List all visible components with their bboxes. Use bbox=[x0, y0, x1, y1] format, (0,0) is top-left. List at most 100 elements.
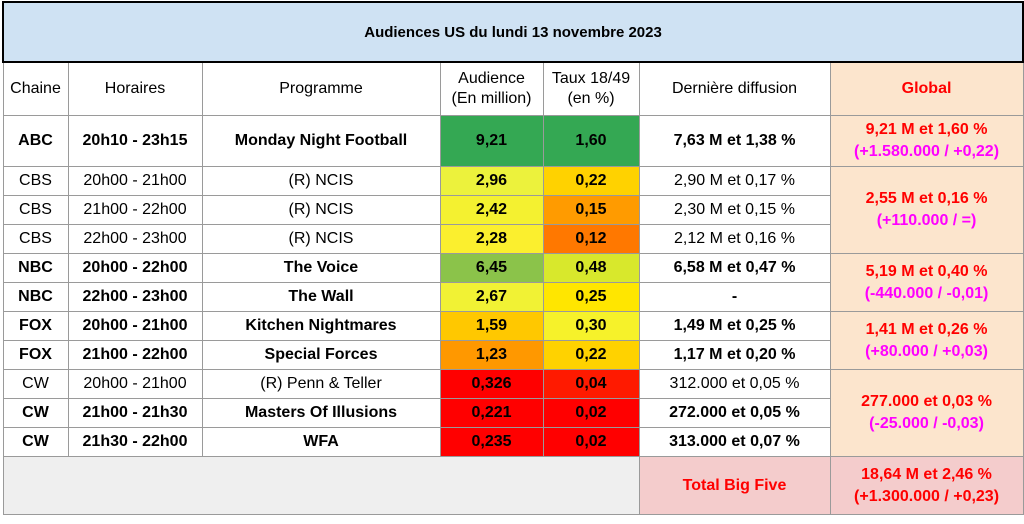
table-row: FOX 20h00 - 21h00 Kitchen Nightmares 1,5… bbox=[2, 311, 1024, 370]
cell-horaires: 20h00 - 21h00 bbox=[67, 311, 203, 341]
global-cw: 277.000 et 0,03 % (-25.000 / -0,03) bbox=[829, 369, 1024, 457]
cell-chaine: CW bbox=[2, 427, 69, 457]
cell-derniere: 312.000 et 0,05 % bbox=[638, 369, 831, 399]
cell-programme: (R) NCIS bbox=[201, 166, 441, 196]
cell-horaires: 21h00 - 22h00 bbox=[67, 195, 203, 225]
cell-taux: 0,22 bbox=[542, 340, 640, 370]
table-row: FOX 21h00 - 22h00 Special Forces 1,23 0,… bbox=[2, 340, 1023, 370]
cell-chaine: FOX bbox=[2, 340, 69, 370]
cell-chaine: NBC bbox=[2, 253, 69, 283]
total-sub: (+1.300.000 / +0,23) bbox=[854, 487, 1000, 505]
cell-chaine: CBS bbox=[2, 195, 69, 225]
cell-derniere: 313.000 et 0,07 % bbox=[638, 427, 831, 457]
table-row: CW 20h00 - 21h00 (R) Penn & Teller 0,326… bbox=[2, 369, 1024, 457]
cell-audience: 1,23 bbox=[439, 340, 544, 370]
cell-taux: 0,30 bbox=[542, 311, 640, 341]
table-row: ABC 20h10 - 23h15 Monday Night Football … bbox=[2, 115, 1024, 167]
cell-taux: 0,04 bbox=[542, 369, 640, 399]
cell-derniere: 1,17 M et 0,20 % bbox=[638, 340, 831, 370]
cell-chaine: FOX bbox=[2, 311, 69, 341]
cell-horaires: 22h00 - 23h00 bbox=[67, 282, 203, 312]
cell-horaires: 20h00 - 22h00 bbox=[67, 253, 203, 283]
cell-programme: (R) NCIS bbox=[201, 224, 441, 254]
cell-audience: 1,59 bbox=[439, 311, 544, 341]
cell-derniere: - bbox=[638, 282, 831, 312]
cell-audience: 0,235 bbox=[439, 427, 544, 457]
cell-programme: Monday Night Football bbox=[201, 115, 441, 167]
header-global: Global bbox=[829, 61, 1024, 116]
global-fox: 1,41 M et 0,26 % (+80.000 / +0,03) bbox=[829, 311, 1024, 370]
total-main: 18,64 M et 2,46 % bbox=[861, 465, 992, 483]
cell-derniere: 6,58 M et 0,47 % bbox=[638, 253, 831, 283]
cell-audience: 2,67 bbox=[439, 282, 544, 312]
global-fox-sub: (+80.000 / +0,03) bbox=[865, 342, 988, 360]
cell-audience: 9,21 bbox=[439, 115, 544, 167]
global-fox-main: 1,41 M et 0,26 % bbox=[865, 320, 988, 338]
cell-audience: 0,326 bbox=[439, 369, 544, 399]
cell-taux: 0,48 bbox=[542, 253, 640, 283]
global-nbc-sub: (-440.000 / -0,01) bbox=[864, 284, 989, 302]
cell-derniere: 2,12 M et 0,16 % bbox=[638, 224, 831, 254]
cell-derniere: 2,30 M et 0,15 % bbox=[638, 195, 831, 225]
header-horaires: Horaires bbox=[67, 61, 203, 116]
cell-chaine: CBS bbox=[2, 166, 69, 196]
cell-programme: The Wall bbox=[201, 282, 441, 312]
cell-taux: 0,02 bbox=[542, 427, 640, 457]
global-cbs-sub: (+110.000 / =) bbox=[876, 212, 977, 229]
total-value: 18,64 M et 2,46 % (+1.300.000 / +0,23) bbox=[829, 456, 1024, 515]
cell-horaires: 21h00 - 22h00 bbox=[67, 340, 203, 370]
cell-horaires: 21h00 - 21h30 bbox=[67, 398, 203, 428]
global-nbc-main: 5,19 M et 0,40 % bbox=[865, 262, 988, 280]
cell-taux: 0,25 bbox=[542, 282, 640, 312]
global-abc-sub: (+1.580.000 / +0,22) bbox=[854, 143, 1000, 160]
cell-audience: 2,42 bbox=[439, 195, 544, 225]
cell-taux: 1,60 bbox=[542, 115, 640, 167]
cell-chaine: CBS bbox=[2, 224, 69, 254]
cell-audience: 2,28 bbox=[439, 224, 544, 254]
header-audience-line1: Audience bbox=[458, 70, 525, 87]
cell-chaine: CW bbox=[2, 369, 69, 399]
cell-horaires: 20h00 - 21h00 bbox=[67, 369, 203, 399]
header-row: Chaine Horaires Programme Audience (En mi… bbox=[2, 61, 1024, 116]
audience-table: Audiences US du lundi 13 novembre 2023 C… bbox=[1, 1, 1024, 515]
cell-audience: 2,96 bbox=[439, 166, 544, 196]
cell-audience: 6,45 bbox=[439, 253, 544, 283]
header-chaine: Chaine bbox=[2, 61, 69, 116]
cell-horaires: 20h10 - 23h15 bbox=[67, 115, 203, 167]
cell-taux: 0,22 bbox=[542, 166, 640, 196]
cell-programme: WFA bbox=[201, 427, 441, 457]
cell-derniere: 272.000 et 0,05 % bbox=[638, 398, 831, 428]
cell-programme: Special Forces bbox=[201, 340, 441, 370]
cell-chaine: CW bbox=[2, 398, 69, 428]
global-cw-main: 277.000 et 0,03 % bbox=[861, 393, 992, 410]
header-audience: Audience (En million) bbox=[439, 61, 544, 116]
table-title: Audiences US du lundi 13 novembre 2023 bbox=[1, 1, 1024, 63]
header-taux-line1: Taux 18/49 bbox=[551, 70, 631, 87]
cell-horaires: 22h00 - 23h00 bbox=[67, 224, 203, 254]
total-row: Total Big Five 18,64 M et 2,46 % (+1.300.… bbox=[2, 456, 1024, 515]
cell-programme: (R) NCIS bbox=[201, 195, 441, 225]
table-row: CW 21h30 - 22h00 WFA 0,235 0,02 313.000 … bbox=[2, 427, 1023, 457]
cell-programme: The Voice bbox=[201, 253, 441, 283]
cell-programme: Kitchen Nightmares bbox=[201, 311, 441, 341]
cell-chaine: NBC bbox=[2, 282, 69, 312]
header-programme: Programme bbox=[201, 61, 441, 116]
header-taux: Taux 18/49 (en %) bbox=[542, 61, 640, 116]
cell-taux: 0,02 bbox=[542, 398, 640, 428]
global-abc-main: 9,21 M et 1,60 % bbox=[865, 121, 988, 138]
cell-derniere: 2,90 M et 0,17 % bbox=[638, 166, 831, 196]
table-row: CBS 20h00 - 21h00 (R) NCIS 2,96 0,22 2,9… bbox=[2, 166, 1024, 254]
cell-taux: 0,15 bbox=[542, 195, 640, 225]
cell-horaires: 20h00 - 21h00 bbox=[67, 166, 203, 196]
table-row: NBC 20h00 - 22h00 The Voice 6,45 0,48 6,… bbox=[2, 253, 1024, 312]
global-cw-sub: (-25.000 / -0,03) bbox=[869, 415, 984, 432]
cell-derniere: 1,49 M et 0,25 % bbox=[638, 311, 831, 341]
global-cbs-main: 2,55 M et 0,16 % bbox=[865, 190, 988, 207]
cell-chaine: ABC bbox=[2, 115, 69, 167]
table-row: NBC 22h00 - 23h00 The Wall 2,67 0,25 - bbox=[2, 282, 1023, 312]
total-blank bbox=[2, 456, 640, 515]
header-audience-line2: (En million) bbox=[451, 90, 532, 107]
cell-derniere: 7,63 M et 1,38 % bbox=[638, 115, 831, 167]
table-row: CBS 21h00 - 22h00 (R) NCIS 2,42 0,15 2,3… bbox=[2, 195, 1023, 225]
header-derniere: Dernière diffusion bbox=[638, 61, 831, 116]
